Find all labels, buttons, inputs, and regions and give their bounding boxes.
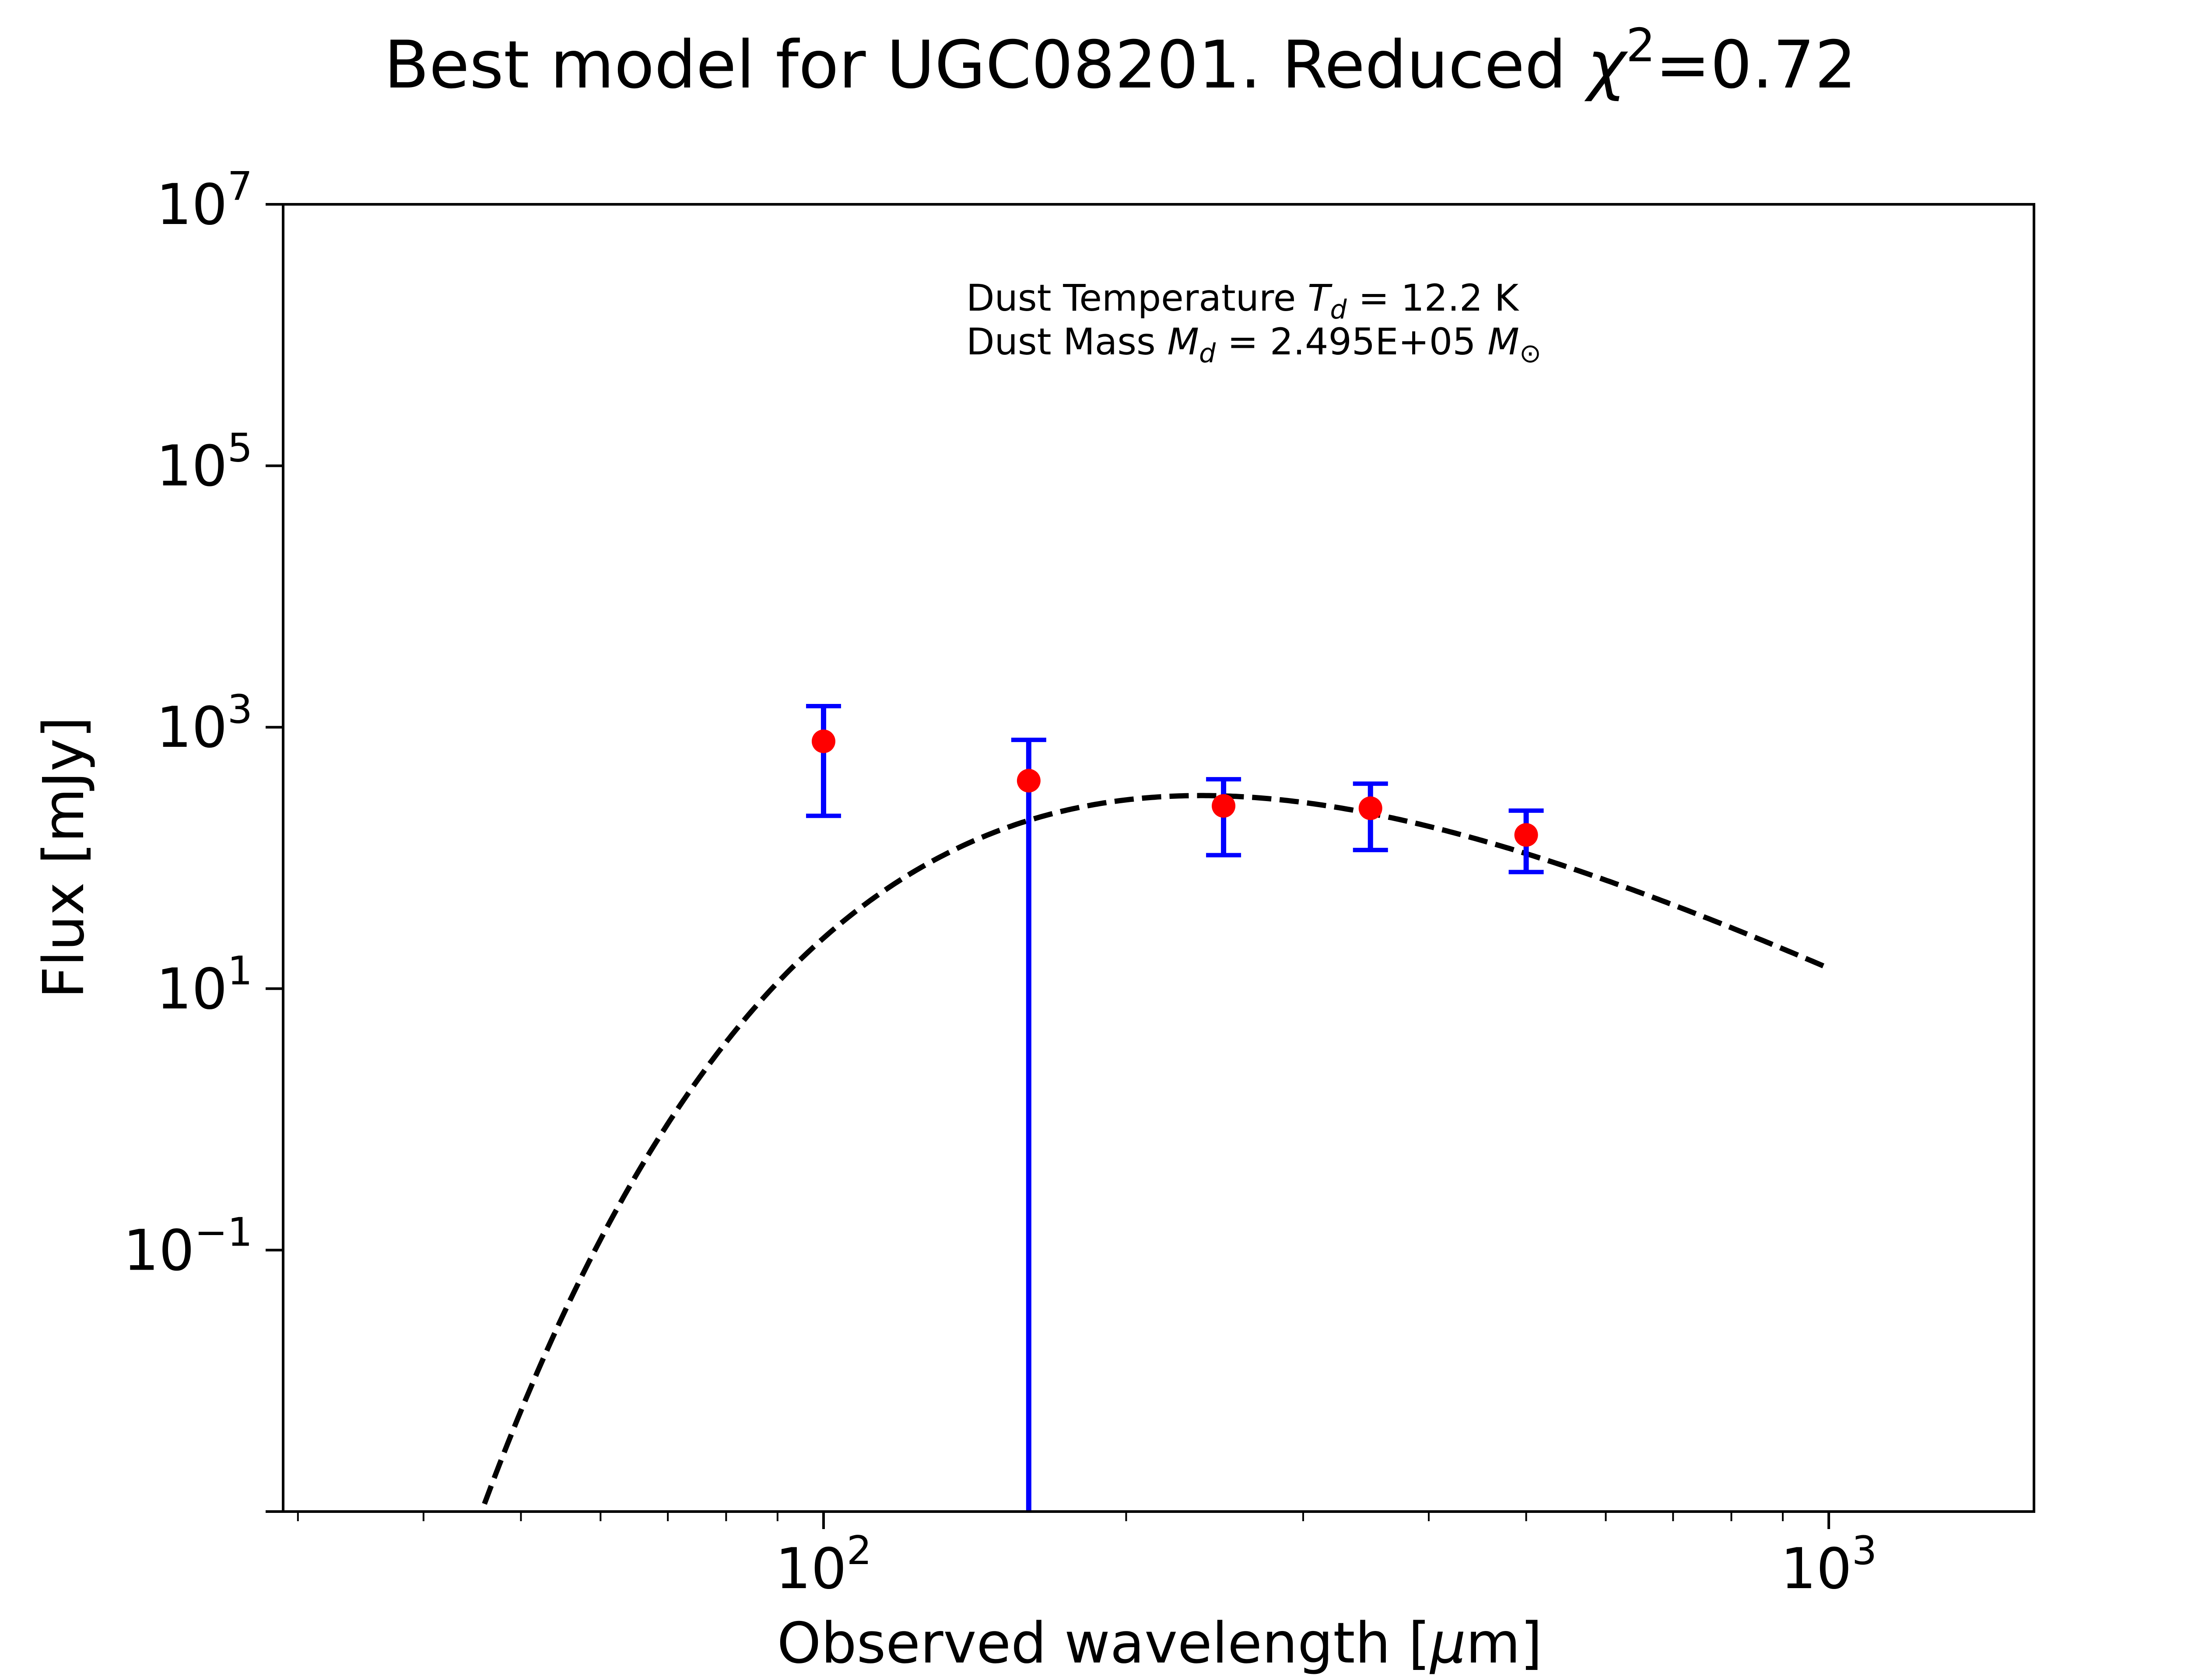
data-point [1017, 769, 1041, 793]
y-tick-label: 10−1 [123, 1209, 252, 1283]
dust-mass-annotation: Dust Mass Md = 2.495E+05 M⊙ [966, 320, 1541, 369]
x-axis-ticks: 102 103 [297, 1512, 1877, 1602]
y-axis-label: Flux [mJy] [32, 717, 97, 999]
x-tick-label: 103 [1781, 1528, 1877, 1602]
plot-area [479, 704, 1830, 1512]
model-curve [479, 793, 1830, 1512]
x-axis-label: Observed wavelength [μm] [777, 1611, 1543, 1676]
chart-title: Best model for UGC08201. Reduced χ2=0.72 [384, 19, 1857, 103]
y-tick-label: 101 [156, 948, 252, 1022]
y-tick-label: 103 [156, 686, 252, 760]
dust-temperature-annotation: Dust Temperature Td = 12.2 K [966, 276, 1519, 325]
axes-frame [282, 203, 2035, 1513]
data-point [1212, 794, 1236, 818]
y-tick-label: 105 [156, 425, 252, 499]
y-axis-ticks: 10−1 101 103 105 107 [123, 164, 283, 1513]
x-tick-label: 102 [775, 1528, 872, 1602]
data-point [1514, 823, 1538, 847]
y-tick-label: 107 [156, 164, 252, 238]
data-point [811, 729, 835, 753]
data-point [1358, 796, 1382, 820]
